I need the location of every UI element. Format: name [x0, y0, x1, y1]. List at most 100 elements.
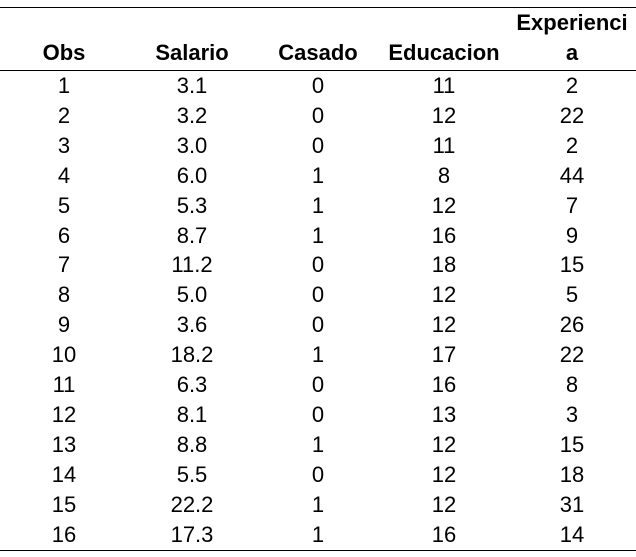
cell-experiencia: 26	[559, 312, 585, 338]
table-header-row: Obs Salario Casado Educacion Experiencia	[0, 7, 636, 71]
cell-salario: 3.6	[176, 312, 208, 338]
cell-experiencia: 7	[565, 192, 579, 218]
header-casado: Casado	[256, 7, 380, 71]
cell-experiencia: 31	[559, 491, 585, 517]
table-row: 4 6.0 1 8 44	[0, 161, 636, 191]
cell-educacion: 12	[431, 192, 457, 218]
table-row: 3 3.0 0 11 2	[0, 131, 636, 161]
cell-casado: 1	[311, 192, 325, 218]
header-experiencia: Experiencia	[508, 7, 636, 71]
cell-casado: 1	[311, 162, 325, 188]
data-table-container: Obs Salario Casado Educacion Experiencia…	[0, 7, 636, 551]
cell-salario: 6.3	[176, 372, 208, 398]
cell-obs: 5	[57, 192, 71, 218]
cell-obs: 11	[52, 372, 76, 398]
cell-experiencia: 44	[559, 162, 585, 188]
cell-educacion: 11	[432, 132, 456, 158]
cell-salario: 8.7	[176, 222, 208, 248]
cell-salario: 5.3	[176, 192, 208, 218]
cell-salario: 3.2	[176, 102, 208, 128]
table-row: 2 3.2 0 12 22	[0, 101, 636, 131]
cell-educacion: 12	[431, 461, 457, 487]
cell-obs: 15	[51, 491, 77, 517]
cell-casado: 0	[311, 401, 325, 427]
cell-educacion: 17	[431, 342, 457, 368]
cell-experiencia: 15	[559, 252, 585, 278]
table-row: 15 22.2 1 12 31	[0, 490, 636, 520]
cell-educacion: 18	[431, 252, 457, 278]
table-row: 14 5.5 0 12 18	[0, 460, 636, 490]
cell-salario: 17.3	[128, 519, 256, 551]
table-row: 8 5.0 0 12 5	[0, 280, 636, 310]
cell-salario: 8.8	[176, 431, 208, 457]
cell-casado: 1	[256, 519, 380, 551]
cell-obs: 7	[57, 252, 71, 278]
cell-experiencia: 9	[565, 222, 579, 248]
table-row: 11 6.3 0 16 8	[0, 370, 636, 400]
header-salario: Salario	[128, 7, 256, 71]
cell-obs: 3	[57, 132, 71, 158]
cell-obs: 8	[57, 282, 71, 308]
cell-educacion: 16	[380, 519, 508, 551]
cell-casado: 0	[311, 252, 325, 278]
cell-educacion: 12	[431, 282, 457, 308]
cell-salario: 6.0	[176, 162, 208, 188]
cell-salario: 5.0	[176, 282, 208, 308]
cell-casado: 1	[311, 431, 325, 457]
cell-casado: 1	[311, 491, 325, 517]
cell-experiencia: 15	[559, 431, 585, 457]
cell-obs: 6	[57, 222, 71, 248]
table-row: 16 17.3 1 16 14	[0, 519, 636, 551]
cell-educacion: 13	[431, 401, 457, 427]
table-row: 13 8.8 1 12 15	[0, 430, 636, 460]
table-row: 5 5.3 1 12 7	[0, 191, 636, 221]
cell-casado: 0	[311, 461, 325, 487]
cell-obs: 10	[51, 342, 77, 368]
cell-educacion: 12	[431, 431, 457, 457]
cell-experiencia: 2	[565, 73, 579, 98]
cell-experiencia: 14	[508, 519, 636, 551]
table-row: 10 18.2 1 17 22	[0, 340, 636, 370]
cell-obs: 1	[57, 73, 71, 98]
cell-salario: 22.2	[170, 491, 214, 517]
header-obs: Obs	[0, 7, 128, 71]
cell-obs: 4	[57, 162, 71, 188]
table-body: 1 3.1 0 11 2 2 3.2 0 12 22 3 3.0 0 11 2 4 6.0 1 8 44 5 5.3 1 12…	[0, 71, 636, 551]
cell-obs: 13	[51, 431, 77, 457]
cell-experiencia: 5	[565, 282, 579, 308]
header-educacion: Educacion	[380, 7, 508, 71]
cell-experiencia: 18	[559, 461, 585, 487]
cell-salario: 3.1	[176, 73, 208, 98]
table-row: 12 8.1 0 13 3	[0, 400, 636, 430]
cell-experiencia: 2	[565, 132, 579, 158]
cell-obs: 2	[57, 102, 71, 128]
table-row: 7 11.2 0 18 15	[0, 250, 636, 280]
cell-educacion: 11	[432, 73, 456, 98]
cell-obs: 14	[51, 461, 77, 487]
table-row: 6 8.7 1 16 9	[0, 221, 636, 251]
header-experiencia-text: Experiencia	[516, 10, 628, 65]
cell-salario: 18.2	[170, 342, 214, 368]
cell-casado: 0	[311, 132, 325, 158]
cell-educacion: 8	[437, 162, 451, 188]
cell-experiencia: 22	[559, 102, 585, 128]
cell-salario: 8.1	[176, 401, 208, 427]
cell-casado: 0	[311, 372, 325, 398]
cell-casado: 1	[311, 222, 325, 248]
table-row: 1 3.1 0 11 2	[0, 71, 636, 101]
cell-obs: 9	[57, 312, 71, 338]
cell-casado: 0	[311, 102, 325, 128]
cell-casado: 1	[311, 342, 325, 368]
cell-salario: 3.0	[176, 132, 208, 158]
data-table: Obs Salario Casado Educacion Experiencia…	[0, 7, 636, 551]
cell-obs: 16	[0, 519, 128, 551]
cell-salario: 11.2	[171, 252, 213, 278]
cell-casado: 0	[311, 282, 325, 308]
table-row: 9 3.6 0 12 26	[0, 310, 636, 340]
cell-educacion: 12	[431, 102, 457, 128]
cell-educacion: 12	[431, 312, 457, 338]
cell-casado: 0	[311, 312, 325, 338]
cell-obs: 12	[51, 401, 77, 427]
cell-educacion: 16	[431, 222, 457, 248]
cell-casado: 0	[311, 73, 325, 98]
